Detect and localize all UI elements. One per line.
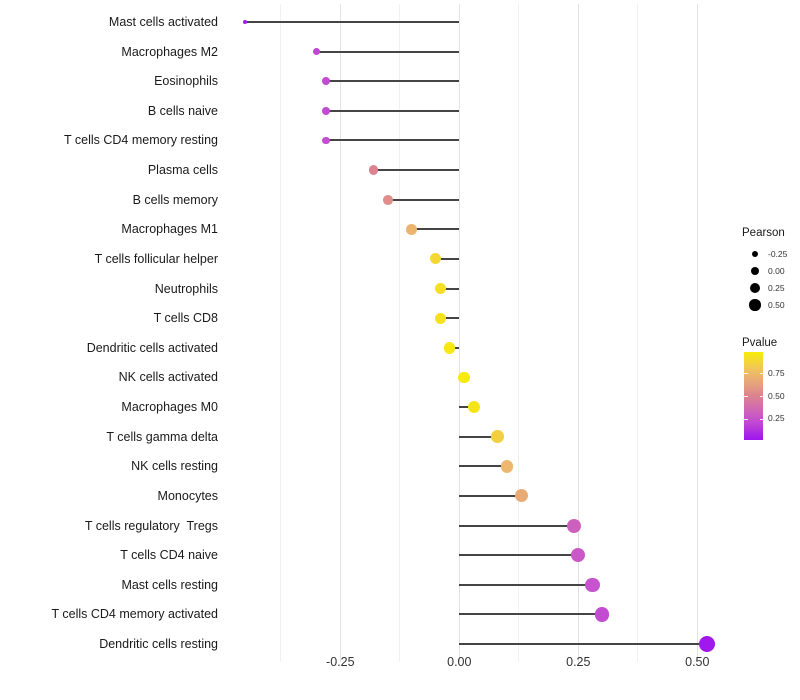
lollipop-stem — [326, 139, 460, 142]
lollipop-stem — [387, 198, 460, 201]
legend-pearson-label: 0.00 — [768, 265, 785, 276]
colorbar-tick — [759, 396, 763, 397]
y-axis-label: Macrophages M1 — [121, 222, 218, 237]
y-axis-label: B cells memory — [132, 192, 218, 207]
lollipop-stem — [440, 317, 460, 320]
major-gridline — [458, 4, 460, 662]
lollipop-stem — [326, 109, 460, 112]
y-axis-label: Eosinophils — [154, 74, 218, 89]
y-axis-label: Neutrophils — [154, 281, 218, 296]
lollipop-stem — [245, 21, 460, 23]
y-axis-label: NK cells resting — [131, 459, 218, 474]
legend-pearson-dot — [749, 282, 761, 294]
lollipop-stem — [459, 465, 507, 468]
legend-pvalue-label: 0.25 — [768, 413, 785, 424]
legend-pvalue-label: 0.50 — [768, 390, 785, 401]
y-axis-label: Mast cells activated — [108, 15, 218, 29]
plot-panel — [221, 4, 728, 662]
lollipop-stem — [459, 583, 593, 586]
lollipop-dot — [429, 253, 442, 265]
lollipop-dot — [566, 518, 581, 533]
lollipop-dot — [322, 136, 330, 145]
lollipop-dot — [514, 489, 528, 503]
x-axis-tick-label: -0.25 — [326, 655, 355, 669]
lollipop-dot — [585, 577, 600, 592]
y-axis-label: NK cells activated — [118, 370, 218, 385]
y-axis-label: Macrophages M0 — [121, 400, 218, 415]
y-axis-label: Plasma cells — [147, 163, 218, 178]
lollipop-dot — [467, 401, 480, 414]
lollipop-dot — [368, 165, 379, 175]
lollipop-dot — [382, 194, 393, 205]
x-axis-tick-label: 0.25 — [566, 655, 591, 669]
lollipop-dot — [594, 607, 610, 622]
lollipop-stem — [435, 257, 460, 260]
lollipop-dot — [444, 342, 456, 354]
legend-pearson-label: -0.25 — [768, 248, 788, 259]
legend-pearson-dot — [749, 299, 761, 311]
lollipop-dot — [406, 224, 417, 235]
lollipop-stem — [373, 169, 460, 172]
lollipop-stem — [459, 494, 522, 497]
y-axis-label: Dendritic cells resting — [99, 637, 218, 652]
lollipop-stem — [459, 613, 603, 616]
lollipop-dot — [242, 19, 248, 25]
y-axis-label: T cells follicular helper — [94, 251, 218, 266]
legend-pvalue-title: Pvalue — [742, 337, 778, 349]
lollipop-stem — [459, 643, 707, 646]
lollipop-stem — [459, 524, 574, 527]
minor-gridline — [518, 4, 520, 662]
major-gridline — [696, 4, 698, 662]
lollipop-stem — [459, 554, 579, 557]
y-axis-label: B cells naive — [147, 103, 218, 118]
lollipop-stem — [411, 228, 460, 231]
colorbar-tick — [759, 373, 763, 375]
lollipop-dot — [500, 459, 514, 473]
colorbar-tick — [744, 396, 748, 397]
minor-gridline — [280, 4, 282, 662]
lollipop-dot — [491, 430, 504, 443]
y-axis-label: T cells regulatory Tregs — [84, 518, 218, 533]
y-axis-label: T cells CD4 memory resting — [64, 133, 218, 148]
y-axis-label: Macrophages M2 — [121, 44, 218, 59]
colorbar-tick — [744, 418, 748, 420]
x-axis-tick-label: 0.50 — [685, 655, 710, 669]
lollipop-stem — [316, 50, 460, 53]
lollipop-dot — [322, 106, 330, 115]
legend-pearson-label: 0.25 — [768, 282, 785, 293]
y-axis-label: Dendritic cells activated — [86, 340, 218, 355]
legend-pvalue-label: 0.75 — [768, 367, 785, 378]
lollipop-dot — [434, 312, 446, 324]
lollipop-stem — [459, 406, 474, 409]
legend-pearson-title: Pearson — [742, 227, 785, 239]
lollipop-dot — [322, 77, 330, 86]
lollipop-stem — [459, 435, 498, 438]
x-axis-tick-label: 0.00 — [447, 655, 472, 669]
lollipop-dot — [698, 635, 715, 653]
lollipop-stem — [326, 80, 460, 83]
minor-gridline — [399, 4, 401, 662]
lollipop-dot — [434, 282, 446, 295]
y-axis-label: T cells gamma delta — [106, 429, 218, 444]
y-axis-label: Mast cells resting — [121, 577, 218, 592]
legend-pearson-label: 0.50 — [768, 299, 785, 310]
y-axis-label: T cells CD8 — [153, 311, 218, 326]
lollipop-dot — [458, 371, 470, 384]
pvalue-colorbar — [744, 352, 763, 440]
legend-pearson-dot — [750, 266, 760, 276]
y-axis-label: T cells CD4 memory activated — [51, 607, 219, 622]
colorbar-tick — [759, 418, 763, 420]
lollipop-dot — [571, 548, 586, 563]
major-gridline — [339, 4, 341, 662]
major-gridline — [577, 4, 579, 662]
lollipop-stem — [440, 287, 460, 290]
y-axis-label: Monocytes — [157, 488, 218, 503]
minor-gridline — [637, 4, 639, 662]
colorbar-tick — [744, 373, 748, 375]
y-axis-label: T cells CD4 naive — [120, 548, 218, 563]
legend-pearson-dot — [751, 250, 759, 258]
lollipop-dot — [312, 47, 321, 56]
